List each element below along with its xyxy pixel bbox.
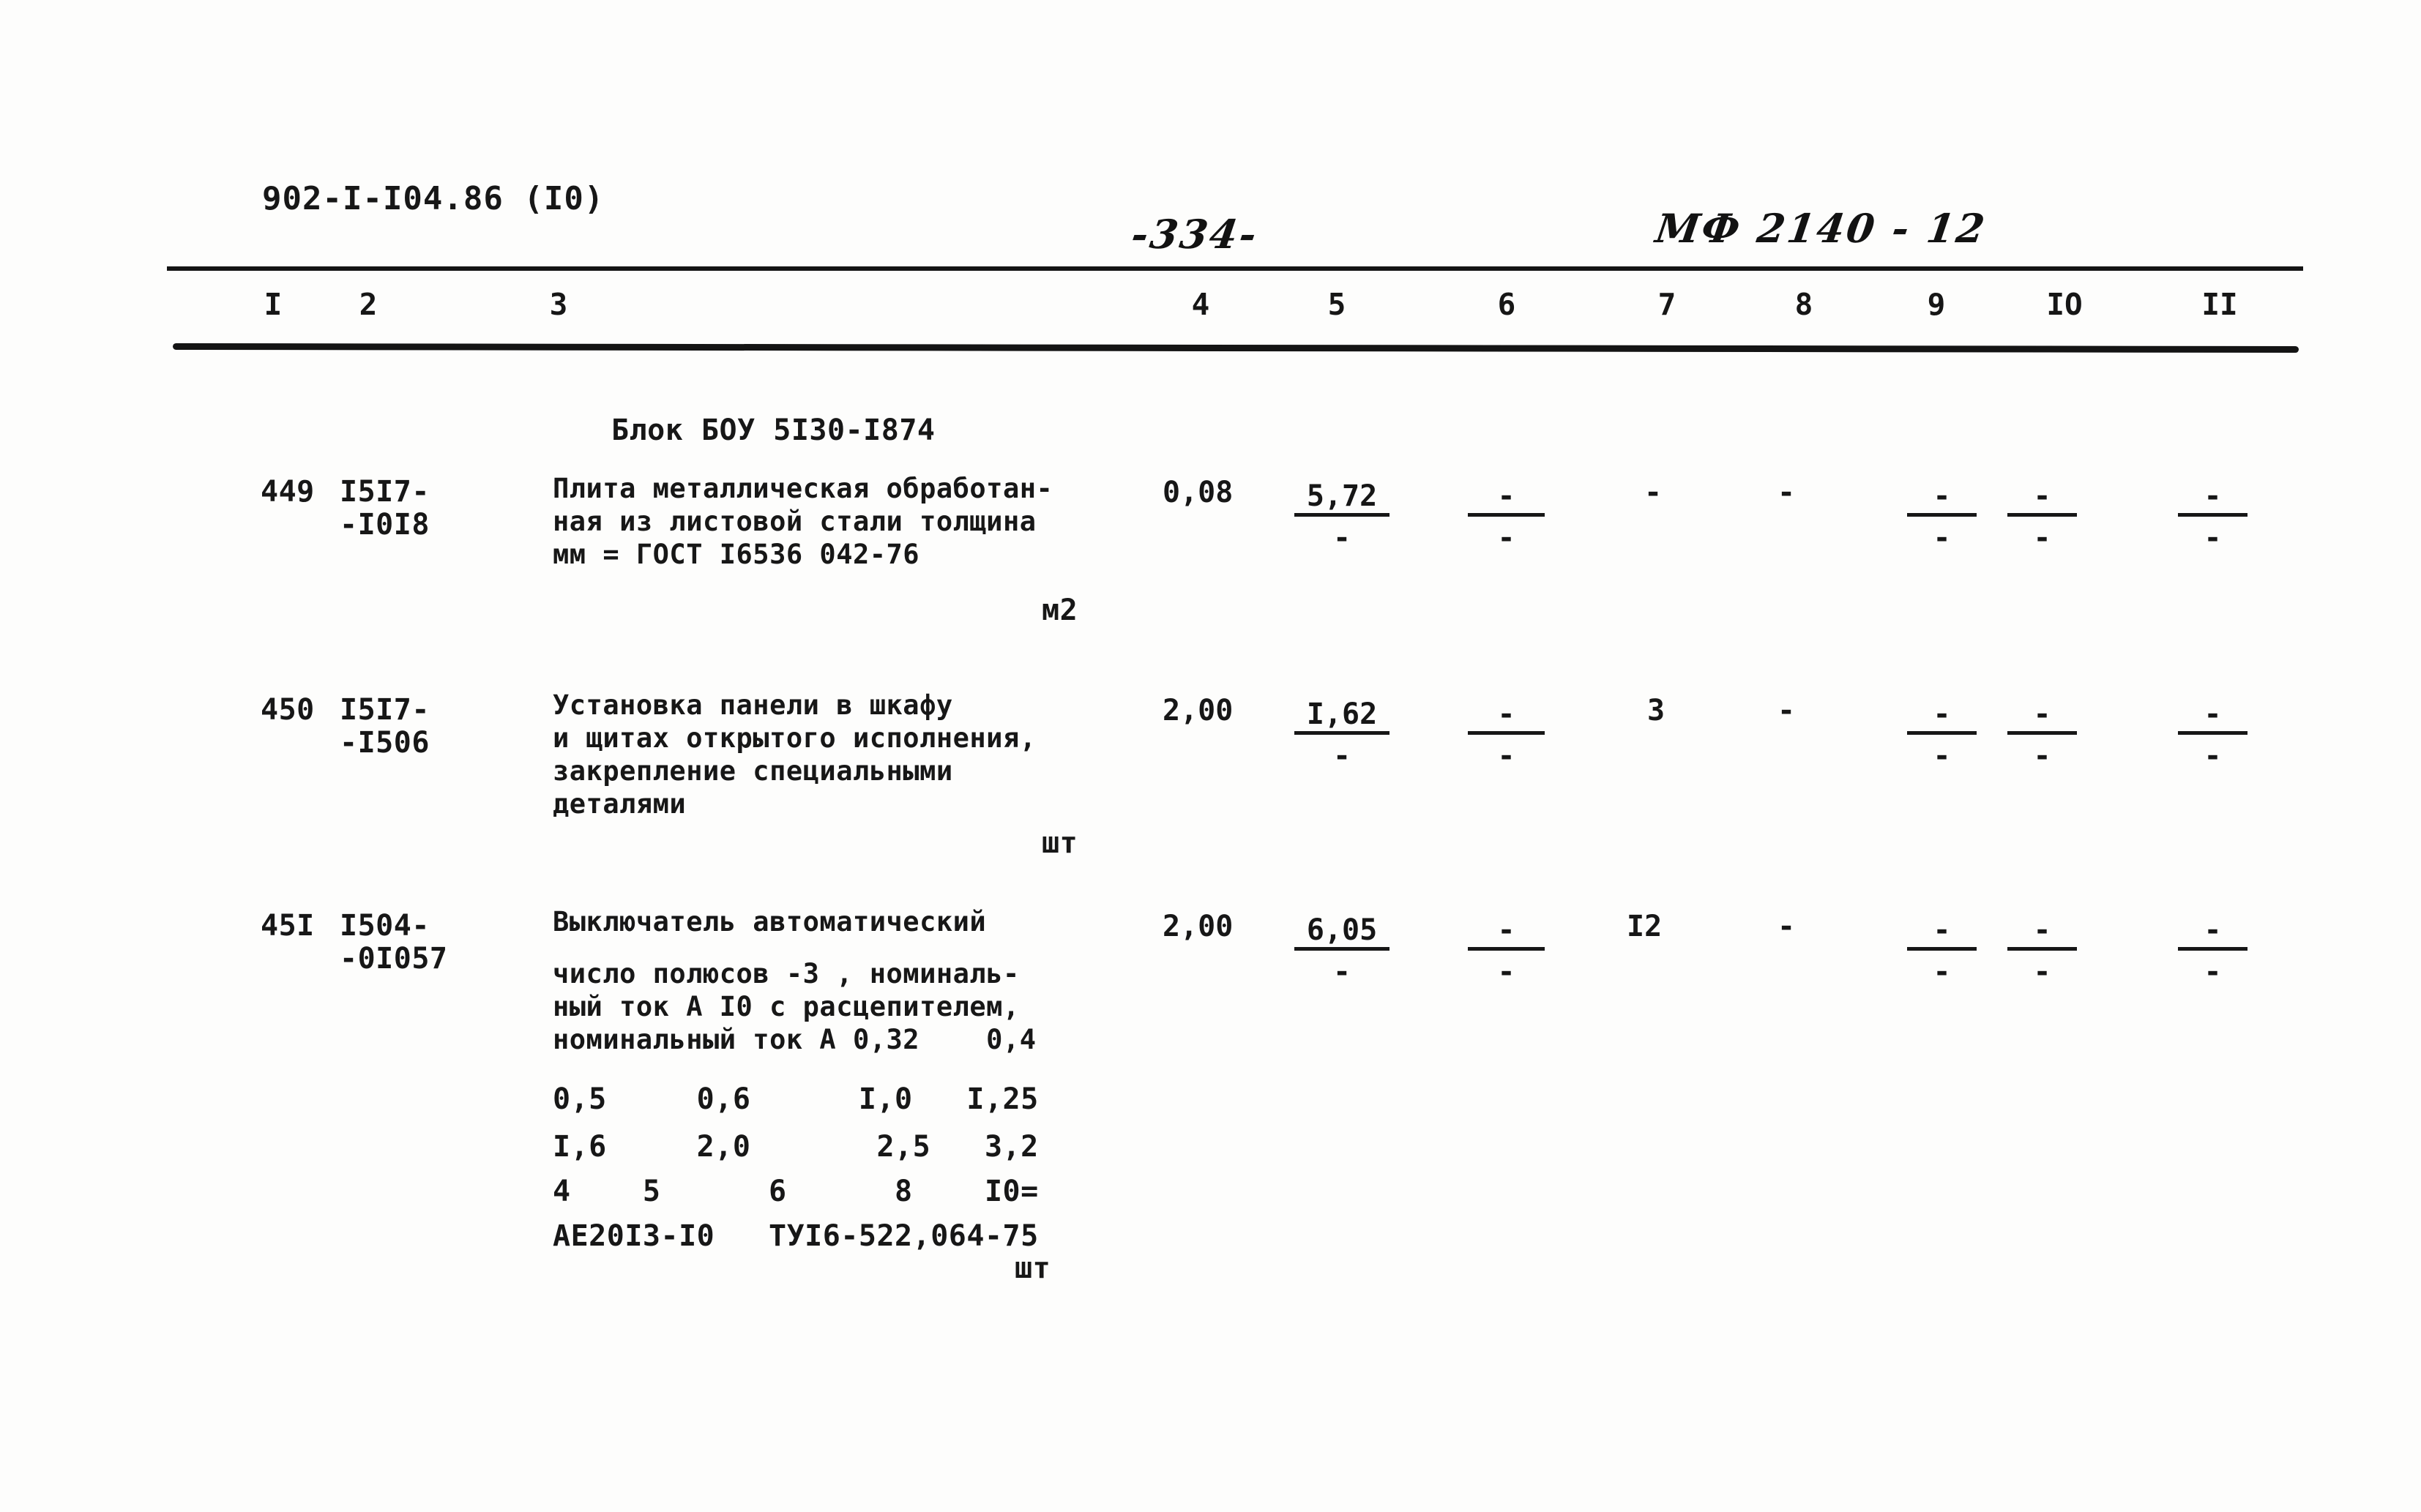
fraction-cell-c11: - -: [2178, 474, 2247, 553]
fraction-cell-c9: - -: [1907, 692, 1977, 771]
column-header-9: 9: [1927, 287, 1946, 322]
fraction-numerator: -: [2007, 692, 2077, 735]
fraction-numerator: -: [2007, 474, 2077, 517]
row-code-line: -I0I8: [340, 508, 430, 542]
fraction-cell-c5: I,62 -: [1294, 692, 1389, 771]
handwritten-form-ref: МФ 2140 - 12: [1652, 205, 1990, 252]
fraction-denominator: -: [1933, 955, 1951, 989]
fraction-numerator: -: [1468, 908, 1545, 951]
row-description-line: Выключатель автоматический: [553, 906, 987, 937]
fraction-cell-c10: - -: [2007, 474, 2077, 553]
row-code-line: I5I7-: [340, 475, 430, 509]
cell-c7: I2: [1627, 910, 1663, 943]
row-description-line: 4 5 6 8 I0=: [553, 1175, 1039, 1208]
fraction-denominator: -: [1497, 739, 1515, 773]
fraction-numerator: -: [1468, 692, 1545, 735]
row-unit: шт: [1015, 1251, 1051, 1285]
fraction-numerator: 6,05: [1294, 908, 1389, 951]
fraction-numerator: -: [2007, 908, 2077, 951]
column-header-6: 6: [1497, 287, 1516, 322]
fraction-denominator: -: [1933, 521, 1951, 555]
doc-number: 902-I-I04.86 (I0): [262, 180, 605, 217]
row-code-line: -0I057: [340, 942, 448, 976]
fraction-denominator: -: [1933, 739, 1951, 773]
fraction-cell-c10: - -: [2007, 692, 2077, 771]
column-header-11: II: [2201, 287, 2238, 322]
column-header-5: 5: [1327, 287, 1346, 322]
column-header-8: 8: [1794, 287, 1813, 322]
column-header-2: 2: [359, 287, 378, 322]
fraction-denominator: -: [2204, 521, 2222, 555]
fraction-denominator: -: [1332, 521, 1351, 555]
fraction-denominator: -: [1332, 739, 1351, 773]
row-unit: м2: [1042, 594, 1078, 627]
row-description-line: ный ток А I0 с расцепителем,: [553, 991, 1020, 1022]
cell-c8: -: [1777, 910, 1796, 943]
cell-c4: 0,08: [1163, 476, 1234, 509]
fraction-denominator: -: [2033, 955, 2051, 989]
cell-c7: -: [1644, 476, 1663, 509]
row-description-line: Плита металлическая обработан-: [553, 473, 1053, 504]
column-header-10: IO: [2046, 287, 2083, 322]
fraction-cell-c6: - -: [1468, 474, 1545, 553]
fraction-cell-c6: - -: [1468, 692, 1545, 771]
row-description-line: мм = ГОСТ I6536 042-76: [553, 539, 920, 570]
fraction-cell-c9: - -: [1907, 474, 1977, 553]
column-header-7: 7: [1657, 287, 1676, 322]
handwritten-page-number: -334-: [1128, 211, 1262, 258]
fraction-numerator: -: [2178, 692, 2247, 735]
fraction-denominator: -: [2033, 739, 2051, 773]
row-number: 45I: [261, 909, 315, 943]
row-description-line: ная из листовой стали толщина: [553, 506, 1037, 537]
fraction-cell-c9: - -: [1907, 908, 1977, 987]
fraction-cell-c10: - -: [2007, 908, 2077, 987]
row-description-line: I,6 2,0 2,5 3,2: [553, 1130, 1039, 1164]
cell-c4: 2,00: [1163, 910, 1234, 943]
fraction-numerator: -: [1907, 908, 1977, 951]
fraction-numerator: -: [1907, 692, 1977, 735]
row-number: 450: [261, 693, 315, 727]
column-header-3: 3: [549, 287, 568, 322]
fraction-cell-c11: - -: [2178, 908, 2247, 987]
fraction-denominator: -: [2204, 739, 2222, 773]
row-description-line: деталями: [553, 788, 687, 820]
row-code-line: -I506: [340, 726, 430, 760]
row-description-line: Установка панели в шкафу: [553, 689, 953, 721]
row-description-line: АЕ20I3-I0 ТУI6-522,064-75: [553, 1219, 1039, 1253]
fraction-numerator: -: [2178, 908, 2247, 951]
fraction-denominator: -: [1497, 955, 1515, 989]
cell-c4: 2,00: [1163, 694, 1234, 727]
fraction-numerator: 5,72: [1294, 474, 1389, 517]
row-unit: шт: [1042, 826, 1078, 860]
table-top-rule: [167, 266, 2303, 271]
fraction-numerator: -: [1907, 474, 1977, 517]
fraction-numerator: I,62: [1294, 692, 1389, 735]
fraction-cell-c5: 5,72 -: [1294, 474, 1389, 553]
row-description-line: число полюсов -3 , номиналь-: [553, 958, 1020, 989]
row-description-line: номинальный ток А 0,32 0,4: [553, 1024, 1037, 1055]
fraction-denominator: -: [2204, 955, 2222, 989]
cell-c8: -: [1777, 476, 1796, 509]
cell-c8: -: [1777, 694, 1796, 727]
column-header-4: 4: [1191, 287, 1210, 322]
fraction-numerator: -: [2178, 474, 2247, 517]
row-description-line: и щитах открытого исполнения,: [553, 722, 1037, 754]
column-header-1: I: [264, 287, 283, 322]
table-header-rule: [172, 343, 2299, 353]
row-number: 449: [261, 475, 315, 509]
fraction-cell-c11: - -: [2178, 692, 2247, 771]
fraction-denominator: -: [2033, 521, 2051, 555]
fraction-cell-c6: - -: [1468, 908, 1545, 987]
cell-c7: 3: [1647, 694, 1665, 727]
row-code-line: I504-: [340, 909, 430, 943]
row-code-line: I5I7-: [340, 693, 430, 727]
fraction-numerator: -: [1468, 474, 1545, 517]
fraction-cell-c5: 6,05 -: [1294, 908, 1389, 987]
fraction-denominator: -: [1497, 521, 1515, 555]
section-title: Блок БОУ 5I30-I874: [611, 413, 936, 447]
fraction-denominator: -: [1332, 955, 1351, 989]
row-description-line: закрепление специальными: [553, 755, 953, 787]
row-description-line: 0,5 0,6 I,0 I,25: [553, 1082, 1039, 1116]
